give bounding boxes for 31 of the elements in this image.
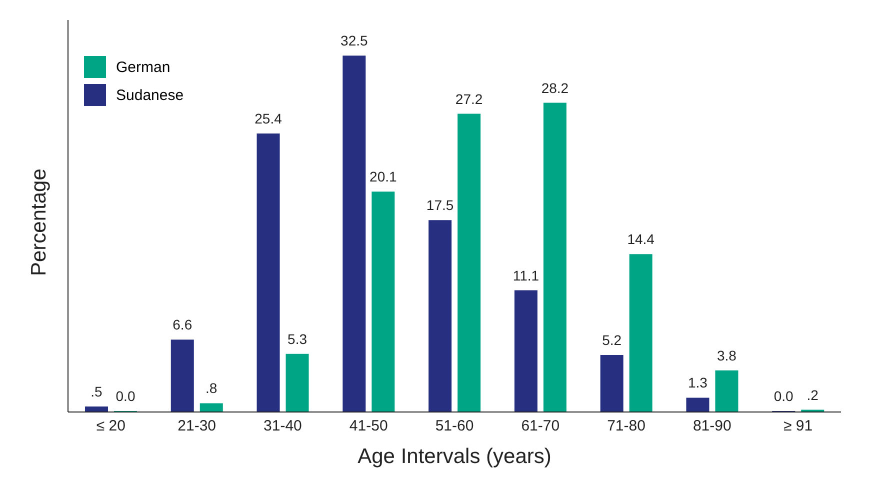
data-label: 20.1 [370, 168, 398, 185]
data-label: 27.2 [455, 90, 483, 107]
x-tick-label: 51-60 [435, 418, 474, 435]
data-label: 1.3 [688, 374, 708, 391]
x-tick-label: ≤ 20 [96, 418, 126, 435]
x-tick-label: 61-70 [521, 418, 560, 435]
data-label: 3.8 [716, 347, 737, 364]
legend-label: Sudanese [116, 86, 184, 104]
data-label: 0.0 [116, 388, 136, 404]
x-tick-label: 81-90 [692, 418, 732, 435]
x-tick-label: ≥ 91 [784, 418, 813, 435]
data-label: .5 [90, 384, 103, 400]
x-tick-label: 41-50 [349, 418, 388, 435]
data-label: 5.2 [602, 332, 622, 348]
data-label: .8 [206, 380, 218, 396]
legend-label: German [116, 58, 170, 76]
x-tick-label: 21-30 [178, 418, 216, 435]
x-axis-title: Age Intervals (years) [358, 444, 552, 468]
data-label: 11.1 [512, 267, 540, 284]
y-axis-title: Percentage [27, 168, 50, 276]
data-label: 32.5 [340, 32, 368, 49]
data-label: 6.6 [172, 316, 192, 333]
data-label: 5.3 [288, 330, 308, 347]
data-label: 0.0 [774, 388, 794, 404]
data-label: .2 [806, 386, 819, 403]
x-tick-label: 71-80 [607, 418, 646, 435]
data-label: 28.2 [541, 80, 569, 96]
data-label: 17.5 [426, 197, 454, 214]
x-tick-label: 31-40 [264, 418, 302, 435]
data-label: 14.4 [627, 231, 655, 248]
data-label: 25.4 [254, 110, 282, 126]
